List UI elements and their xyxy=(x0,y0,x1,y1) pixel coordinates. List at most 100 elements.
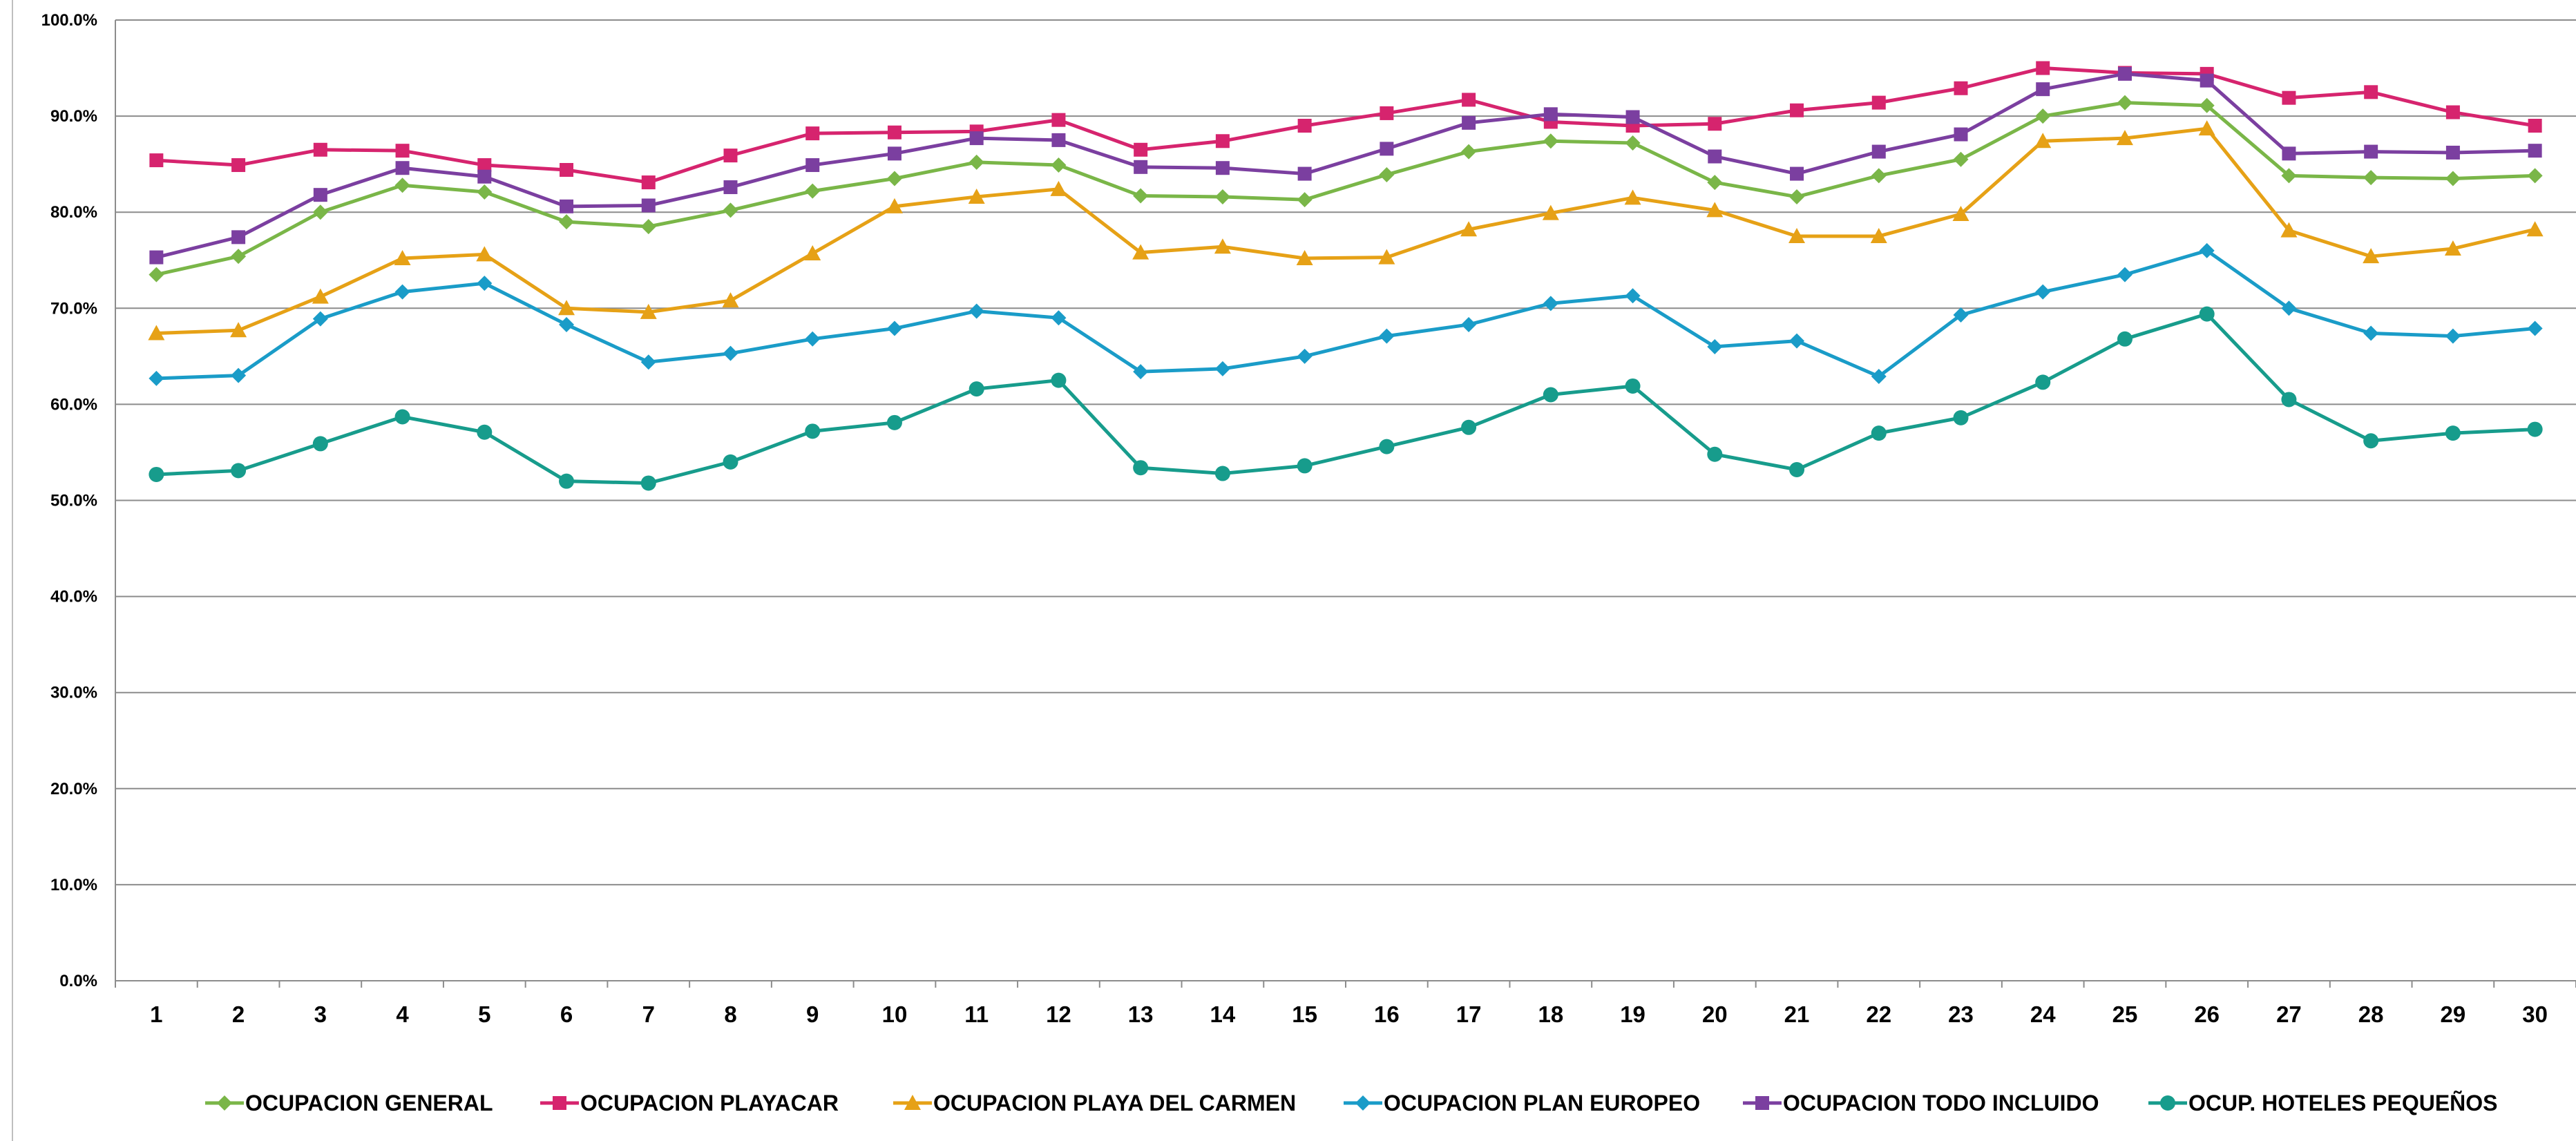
legend-label: OCUP. HOTELES PEQUEÑOS xyxy=(2188,1091,2498,1115)
data-point xyxy=(641,175,656,190)
data-point xyxy=(805,183,821,199)
y-tick-label: 20.0% xyxy=(50,780,97,798)
x-tick-label: 6 xyxy=(560,1001,573,1027)
data-point xyxy=(804,245,821,261)
data-point xyxy=(1543,107,1558,122)
data-point xyxy=(1051,157,1067,173)
data-point xyxy=(313,142,327,157)
legend-label: OCUPACION PLAYA DEL CARMEN xyxy=(933,1091,1296,1115)
data-point xyxy=(477,276,493,291)
y-tick-label: 90.0% xyxy=(50,107,97,126)
data-point xyxy=(231,230,246,245)
data-point xyxy=(231,249,247,265)
data-point xyxy=(477,169,492,184)
legend-label: OCUPACION PLAYACAR xyxy=(580,1091,839,1115)
data-point xyxy=(1789,461,1805,477)
x-tick-label: 29 xyxy=(2441,1001,2466,1027)
x-tick-label: 3 xyxy=(314,1001,327,1027)
data-point xyxy=(1214,361,1230,376)
data-point xyxy=(2282,90,2296,105)
data-point xyxy=(1953,410,1969,425)
y-tick-label: 70.0% xyxy=(50,299,97,318)
data-point xyxy=(805,331,821,347)
data-point xyxy=(2034,133,2052,148)
data-point xyxy=(2527,421,2543,437)
y-tick-label: 30.0% xyxy=(50,684,97,702)
data-point xyxy=(1051,113,1066,127)
legend: OCUPACION GENERAL OCUPACION PLAYACAR OCUPA… xyxy=(205,1091,2498,1115)
x-tick-label: 25 xyxy=(2112,1001,2138,1027)
data-point xyxy=(2035,374,2051,390)
data-point xyxy=(1051,310,1067,326)
y-axis-ticks: 0.0% 10.0% 20.0% 30.0% 40.0% 50.0% 60.0% 70.0% 8… xyxy=(41,11,97,990)
data-point xyxy=(1214,466,1230,481)
data-point xyxy=(148,325,165,341)
data-point xyxy=(723,345,738,361)
data-point xyxy=(394,178,410,193)
x-tick-label: 5 xyxy=(478,1001,490,1027)
data-point xyxy=(723,454,738,470)
x-tick-label: 26 xyxy=(2194,1001,2220,1027)
data-point xyxy=(723,148,738,163)
data-point xyxy=(886,320,902,336)
data-point xyxy=(1953,307,1969,323)
data-point xyxy=(2200,73,2214,88)
data-point xyxy=(231,367,247,383)
data-point xyxy=(1461,419,1477,435)
data-point xyxy=(969,131,984,146)
series-line xyxy=(156,249,2535,381)
data-point xyxy=(2444,240,2461,256)
data-point xyxy=(2036,61,2050,75)
x-axis-ticks: 1 2 3 4 5 6 7 8 9 10 11 12 13 14 15 16 17 18 19 20 21 22 23 24 2… xyxy=(150,1001,2548,1027)
data-point xyxy=(2445,171,2461,186)
data-point xyxy=(2528,144,2542,158)
data-point xyxy=(1133,364,1149,380)
data-point xyxy=(1297,166,1312,181)
data-point xyxy=(969,154,984,170)
data-point xyxy=(312,436,328,452)
data-point xyxy=(887,125,901,140)
series-line xyxy=(155,72,2535,260)
data-point xyxy=(723,202,738,218)
data-point xyxy=(969,303,984,319)
data-point xyxy=(1871,168,1887,184)
data-point xyxy=(2363,248,2380,264)
data-point xyxy=(1461,316,1477,332)
x-tick-label: 13 xyxy=(1128,1001,1154,1027)
data-point xyxy=(1462,115,1476,130)
data-point xyxy=(2198,120,2215,136)
data-point xyxy=(231,158,246,173)
data-point xyxy=(1380,106,1394,120)
x-tick-label: 17 xyxy=(1456,1001,1482,1027)
data-point xyxy=(1133,460,1149,476)
data-point xyxy=(1624,189,1641,205)
series-lines xyxy=(148,61,2544,491)
x-tick-label: 22 xyxy=(1866,1001,1891,1027)
y-tick-label: 40.0% xyxy=(50,588,97,606)
data-point xyxy=(312,204,328,220)
x-tick-label: 8 xyxy=(724,1001,736,1027)
legend-item: OCUP. HOTELES PEQUEÑOS xyxy=(2148,1091,2498,1115)
data-point xyxy=(1952,205,1969,221)
data-point xyxy=(1379,166,1395,182)
data-point xyxy=(2281,300,2297,316)
x-tick-label: 7 xyxy=(642,1001,655,1027)
y-tick-label: 60.0% xyxy=(50,395,97,414)
x-tick-label: 1 xyxy=(150,1001,162,1027)
data-point xyxy=(395,144,410,158)
data-point xyxy=(1215,161,1230,175)
data-point xyxy=(722,292,739,308)
data-point xyxy=(2445,145,2460,160)
data-point xyxy=(477,184,493,200)
x-tick-label: 28 xyxy=(2358,1001,2384,1027)
data-point xyxy=(968,188,985,204)
x-tick-label: 16 xyxy=(1374,1001,1400,1027)
data-point xyxy=(886,198,903,213)
data-point xyxy=(1051,133,1066,147)
data-point xyxy=(1462,93,1476,107)
data-point xyxy=(394,249,411,265)
data-point xyxy=(149,250,164,265)
data-point xyxy=(312,288,329,304)
series-5 xyxy=(149,66,2542,265)
data-point xyxy=(1133,188,1149,204)
